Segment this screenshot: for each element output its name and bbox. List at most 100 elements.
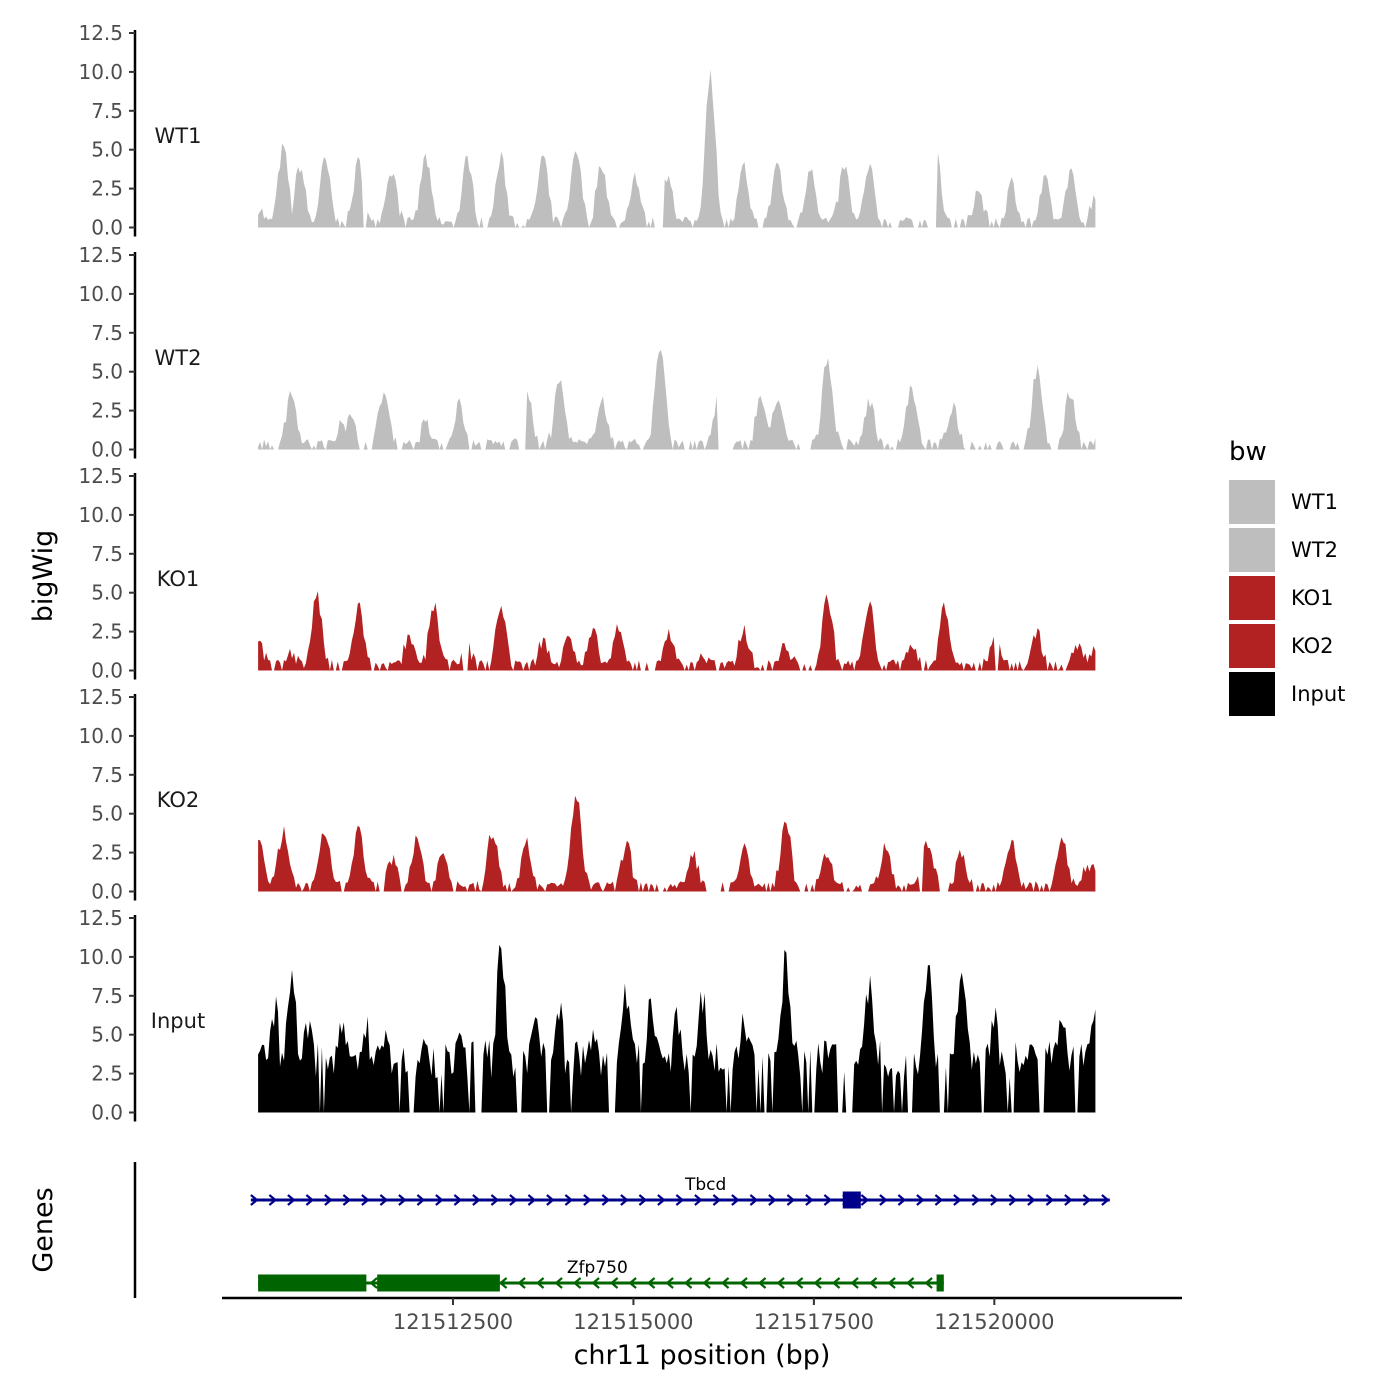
legend-label: KO2 — [1291, 634, 1334, 658]
gene-model: Tbcd — [250, 1175, 1110, 1209]
y-tick-label: 7.5 — [91, 984, 123, 1008]
y-tick-label: 10.0 — [78, 60, 123, 84]
track-panel: 0.0 2.5 5.0 7.5 10.0 12.5 KO2 — [78, 685, 1096, 904]
strand-arrow — [805, 1194, 814, 1206]
strand-arrow — [398, 1194, 407, 1206]
y-tick-label: 5.0 — [91, 802, 123, 826]
strand-arrow — [887, 1277, 896, 1289]
legend: bw WT1 WT2 KO1 KO2 Input — [1229, 437, 1345, 716]
legend-key — [1229, 672, 1275, 716]
x-tick-label: 121520000 — [934, 1310, 1054, 1334]
strand-arrow — [620, 1194, 629, 1206]
strand-arrow — [1064, 1194, 1073, 1206]
strand-arrow — [916, 1194, 925, 1206]
gene-exon — [377, 1274, 500, 1292]
strand-arrow — [813, 1277, 822, 1289]
track-label: WT1 — [155, 124, 202, 148]
strand-arrow — [757, 1277, 767, 1289]
strand-arrow — [971, 1194, 981, 1206]
strand-arrow — [794, 1277, 804, 1289]
strand-arrow — [498, 1277, 508, 1289]
y-tick-label: 5.0 — [91, 360, 123, 384]
strand-arrow — [665, 1277, 674, 1289]
strand-arrow — [472, 1194, 481, 1206]
strand-arrow — [638, 1194, 648, 1206]
y-axis-label: bigWig — [28, 530, 59, 623]
legend-key — [1229, 528, 1275, 572]
track-panel: 0.0 2.5 5.0 7.5 10.0 12.5 WT2 — [78, 243, 1096, 462]
legend-key — [1229, 624, 1275, 668]
y-tick-label: 12.5 — [78, 21, 123, 45]
legend-label: Input — [1291, 682, 1345, 706]
y-tick-label: 7.5 — [91, 99, 123, 123]
strand-arrow — [657, 1194, 666, 1206]
coverage-area — [258, 350, 1096, 450]
track-label: WT2 — [155, 346, 202, 370]
track-label: KO1 — [157, 567, 200, 591]
y-tick-label: 12.5 — [78, 906, 123, 930]
strand-arrow — [749, 1194, 759, 1206]
y-tick-label: 10.0 — [78, 503, 123, 527]
legend-label: WT1 — [1291, 490, 1338, 514]
x-tick-label: 121517500 — [754, 1310, 874, 1334]
strand-arrow — [675, 1194, 685, 1206]
strand-arrow — [1082, 1194, 1092, 1206]
y-tick-label: 5.0 — [91, 1023, 123, 1047]
strand-arrow — [739, 1277, 748, 1289]
strand-arrow — [646, 1277, 656, 1289]
strand-arrow — [776, 1277, 785, 1289]
x-axis-title: chr11 position (bp) — [574, 1340, 831, 1371]
gene-name-label: Zfp750 — [567, 1258, 628, 1278]
strand-arrow — [850, 1277, 859, 1289]
track-panel: 0.0 2.5 5.0 7.5 10.0 12.5 Input — [78, 906, 1096, 1125]
y-tick-label: 2.5 — [91, 1062, 123, 1086]
y-tick-label: 5.0 — [91, 581, 123, 605]
y-tick-label: 7.5 — [91, 542, 123, 566]
y-tick-label: 0.0 — [91, 438, 123, 462]
strand-arrow — [879, 1194, 888, 1206]
strand-arrow — [990, 1194, 999, 1206]
strand-arrow — [1008, 1194, 1018, 1206]
strand-arrow — [897, 1194, 907, 1206]
y-tick-label: 5.0 — [91, 138, 123, 162]
strand-arrow — [379, 1194, 389, 1206]
track-panel: 0.0 2.5 5.0 7.5 10.0 12.5 KO1 — [78, 464, 1096, 683]
strand-arrow — [416, 1194, 426, 1206]
y-tick-label: 10.0 — [78, 724, 123, 748]
strand-arrow — [369, 1277, 378, 1289]
coverage-area — [258, 795, 1096, 892]
y-tick-label: 0.0 — [91, 880, 123, 904]
strand-arrow — [509, 1194, 518, 1206]
y-tick-label: 7.5 — [91, 321, 123, 345]
strand-arrow — [572, 1277, 582, 1289]
gene-name-label: Tbcd — [684, 1175, 726, 1195]
track-label: Input — [151, 1009, 205, 1033]
legend-label: KO1 — [1291, 586, 1334, 610]
strand-arrow — [934, 1194, 944, 1206]
strand-arrow — [694, 1194, 703, 1206]
y-tick-label: 12.5 — [78, 243, 123, 267]
strand-arrow — [868, 1277, 878, 1289]
strand-arrow — [731, 1194, 740, 1206]
strand-arrow — [860, 1194, 870, 1206]
strand-arrow — [712, 1194, 722, 1206]
strand-arrow — [683, 1277, 693, 1289]
track-panel: 0.0 2.5 5.0 7.5 10.0 12.5 WT1 — [78, 21, 1096, 240]
y-tick-label: 0.0 — [91, 1101, 123, 1125]
strand-arrow — [305, 1194, 315, 1206]
strand-arrow — [905, 1277, 915, 1289]
strand-arrow — [1045, 1194, 1055, 1206]
gene-exon — [258, 1274, 367, 1292]
x-tick-label: 121512500 — [393, 1310, 513, 1334]
legend-title: bw — [1229, 437, 1267, 467]
y-tick-label: 0.0 — [91, 216, 123, 240]
strand-arrow — [287, 1194, 296, 1206]
x-axis: chr11 position (bp) 121512500 121515000 12… — [222, 1296, 1182, 1371]
strand-arrow — [564, 1194, 574, 1206]
strand-arrow — [453, 1194, 463, 1206]
x-tick-label: 121515000 — [573, 1310, 693, 1334]
y-tick-label: 2.5 — [91, 177, 123, 201]
legend-key — [1229, 480, 1275, 524]
strand-arrow — [490, 1194, 500, 1206]
gene-model: Zfp750 — [258, 1258, 944, 1292]
